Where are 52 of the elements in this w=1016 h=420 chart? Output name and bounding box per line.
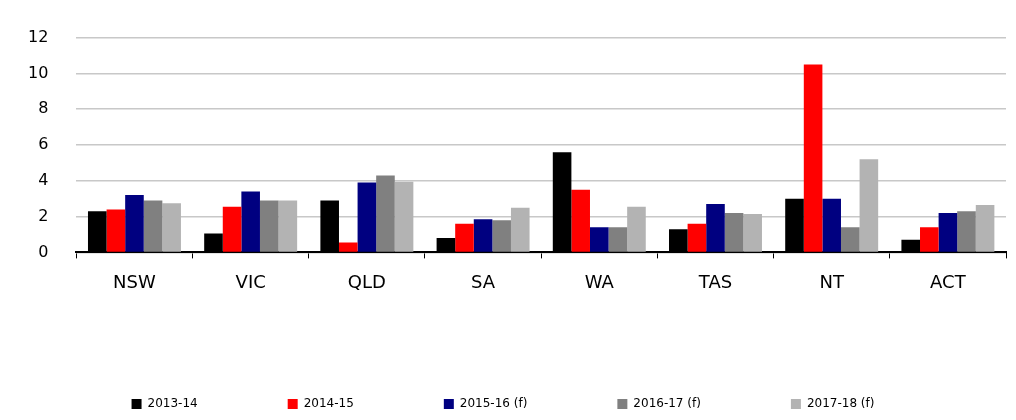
bar: [473, 219, 493, 252]
bar: [957, 211, 976, 252]
bar: [241, 191, 260, 252]
bar: [627, 206, 646, 252]
bar: [125, 195, 144, 252]
bar: [376, 175, 395, 252]
bar: [455, 223, 474, 252]
bar: [822, 198, 841, 252]
bar: [357, 182, 377, 252]
x-tick-label: TAS: [697, 270, 733, 292]
bar: [724, 213, 744, 252]
y-tick-label: 8: [38, 98, 49, 118]
legend-label: 2016-17 (f): [633, 396, 701, 411]
y-tick-label: 4: [38, 169, 49, 189]
bar: [920, 227, 939, 252]
y-tick-label: 0: [38, 241, 49, 261]
bar: [278, 200, 298, 252]
bar: [394, 181, 414, 252]
y-tick-label: 12: [28, 26, 49, 46]
legend-label: 2013-14: [147, 396, 198, 411]
bar: [803, 64, 823, 252]
bar: [222, 206, 242, 252]
x-tick-label: SA: [471, 270, 496, 292]
bar: [840, 227, 860, 252]
y-tick-label: 10: [28, 62, 49, 82]
legend-label: 2014-15: [303, 396, 354, 411]
bar: [571, 189, 590, 252]
bar: [975, 204, 995, 252]
bar: [338, 242, 358, 252]
bar: [589, 227, 609, 252]
bar: [259, 200, 279, 252]
bar: [143, 200, 163, 252]
bar: [743, 213, 762, 252]
x-tick-label: NSW: [113, 270, 156, 292]
bar: [510, 207, 530, 252]
bar: [859, 159, 879, 252]
x-tick-label: ACT: [930, 270, 967, 292]
bar: [706, 204, 725, 252]
x-tick-label: NT: [819, 270, 845, 292]
y-tick-label: 2: [38, 205, 49, 225]
y-tick-label: 6: [38, 134, 49, 154]
legend-label: 2015-16 (f): [459, 396, 528, 411]
x-tick-label: WA: [584, 270, 615, 292]
legend-label: 2017-18 (f): [806, 396, 875, 411]
x-tick-label: QLD: [347, 270, 386, 292]
bar: [492, 220, 511, 252]
x-tick-label: VIC: [235, 270, 266, 292]
bar: [687, 223, 707, 252]
bar: [106, 209, 126, 252]
bar: [162, 203, 181, 252]
bar: [938, 213, 958, 252]
bar: [608, 227, 628, 252]
